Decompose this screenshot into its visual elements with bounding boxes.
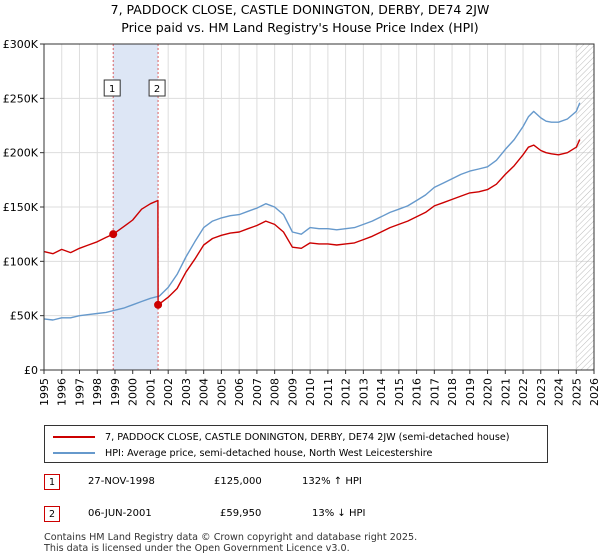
legend: 7, PADDOCK CLOSE, CASTLE DONINGTON, DERB… [44,425,548,463]
x-tick-label: 2004 [198,378,211,406]
x-tick-label: 1995 [38,378,51,406]
highlight-regions [112,44,594,370]
legend-label-property: 7, PADDOCK CLOSE, CASTLE DONINGTON, DERB… [105,431,510,443]
x-tick-label: 2022 [517,378,530,406]
legend-item-hpi: HPI: Average price, semi-detached house,… [53,446,432,460]
x-tick-label: 2020 [482,378,495,406]
legend-label-hpi: HPI: Average price, semi-detached house,… [105,447,433,459]
y-tick-label: £200K [3,147,39,160]
x-tick-label: 1999 [109,378,122,406]
x-tick-label: 2000 [127,378,140,406]
series-lines [43,102,581,321]
series-line-property [43,139,581,306]
x-tick-label: 2025 [570,378,583,406]
x-tick-label: 2019 [464,378,477,406]
x-tick-label: 2010 [304,378,317,406]
x-tick-label: 2003 [180,378,193,406]
x-tick-label: 2011 [322,378,335,406]
x-tick-label: 1997 [74,378,87,406]
y-axis: £0 £50K £100K £150K £200K £250K £300K [3,38,44,377]
transaction-date: 27-NOV-1998 [88,476,155,487]
x-tick-label: 1998 [91,378,104,406]
transaction-number: 1 [44,474,60,490]
marker-label-box [103,79,121,97]
transaction-number: 2 [44,506,60,522]
x-tick-label: 2024 [553,378,566,406]
y-tick-label: £300K [3,38,39,51]
x-tick-label: 2026 [588,378,600,406]
x-tick-label: 2007 [251,378,264,406]
footer-licence: This data is licensed under the Open Gov… [44,543,350,554]
series-line-hpi [43,102,581,321]
transaction-point [154,300,163,309]
legend-swatch-property [53,436,95,438]
x-tick-label: 2015 [393,378,406,406]
x-tick-label: 2016 [411,378,424,406]
x-tick-label: 2009 [286,378,299,406]
x-axis: 1995 1996 1997 1998 1999 2000 2001 2002 2003 2004… [38,370,600,406]
x-tick-label: 2014 [375,378,388,406]
marker-label: 2 [154,84,160,95]
x-tick-label: 2008 [269,378,282,406]
marker-label-box [148,79,166,97]
y-tick-label: £50K [10,310,39,323]
transaction-point [109,230,118,239]
x-tick-label: 2023 [535,378,548,406]
x-tick-label: 2013 [357,378,370,406]
y-tick-label: £0 [24,364,38,377]
x-tick-label: 2018 [446,378,459,406]
y-tick-label: £150K [3,201,39,214]
chart-title-line2: Price paid vs. HM Land Registry's House … [121,20,479,35]
shaded-region [113,44,159,370]
x-tick-label: 2006 [233,378,246,406]
x-tick-label: 2017 [428,378,441,406]
x-tick-label: 2005 [215,378,228,406]
x-tick-label: 1996 [56,378,69,406]
chart-title-line1: 7, PADDOCK CLOSE, CASTLE DONINGTON, DERB… [110,2,490,17]
legend-swatch-hpi [53,452,95,454]
transaction-price: £59,950 [220,508,262,519]
y-tick-label: £250K [3,92,39,105]
y-tick-label: £100K [3,255,39,268]
x-tick-label: 2021 [499,378,512,406]
x-tick-label: 2001 [145,378,158,406]
forecast-hatch-region [576,44,594,370]
transaction-price: £125,000 [214,476,262,487]
transaction-hpi: 13% ↓ HPI [312,508,366,519]
marker-label: 1 [109,84,115,95]
transaction-date: 06-JUN-2001 [88,508,152,519]
legend-item-property: 7, PADDOCK CLOSE, CASTLE DONINGTON, DERB… [53,430,510,444]
transaction-hpi: 132% ↑ HPI [302,476,362,487]
x-tick-label: 2012 [340,378,353,406]
x-tick-label: 2002 [162,378,175,406]
footer-copyright: Contains HM Land Registry data © Crown c… [44,532,418,543]
